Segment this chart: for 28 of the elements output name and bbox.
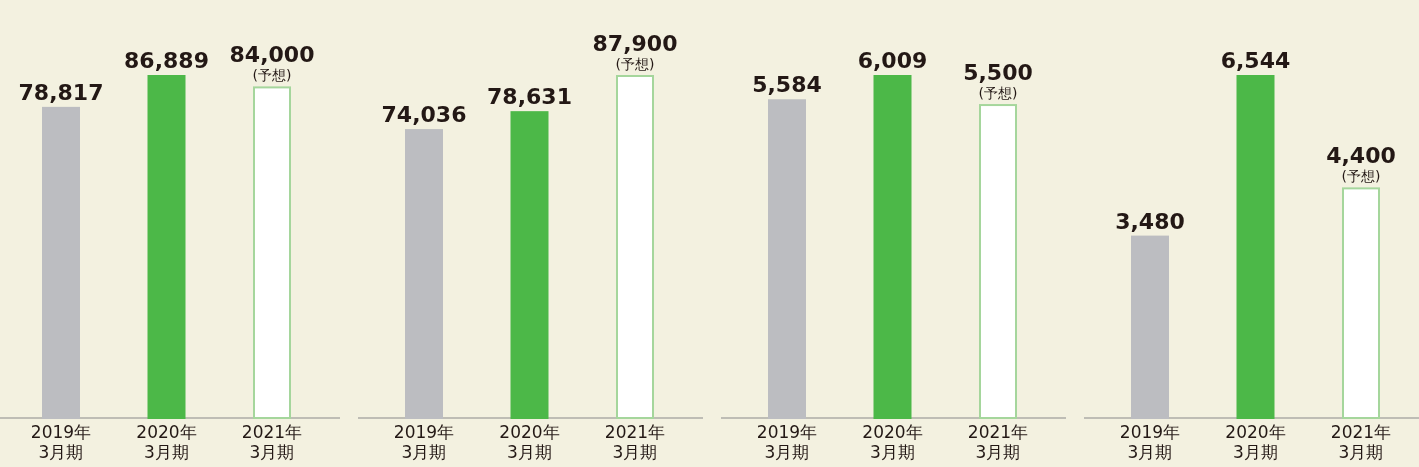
data-label: 3,480 — [1115, 208, 1185, 234]
x-tick-label: 2019年 3月期 — [1119, 422, 1181, 462]
annotation: (予想) — [615, 56, 655, 72]
x-tick-label: 2019年 3月期 — [30, 422, 92, 462]
x-tick-label: 2019年 3月期 — [393, 422, 455, 462]
data-label: 78,631 — [487, 84, 572, 110]
x-tick-label: 2021年 3月期 — [967, 422, 1029, 462]
x-tick-label: 2021年 3月期 — [241, 422, 303, 462]
data-label: 5,500 — [963, 60, 1033, 86]
annotation: (予想) — [252, 67, 292, 84]
x-tick-label: 2021年 3月期 — [1330, 422, 1392, 462]
data-label: 4,400 — [1326, 143, 1396, 169]
x-tick-label: 2019年 3月期 — [756, 422, 818, 462]
annotation: (予想) — [978, 85, 1018, 102]
data-label: 87,900 — [592, 31, 678, 56]
x-tick-label: 2020年 3月期 — [499, 422, 560, 462]
x-tick-label: 2020年 3月期 — [136, 422, 197, 462]
data-label: 5,584 — [752, 72, 822, 98]
data-label: 84,000 — [229, 42, 315, 68]
x-tick-label: 2021年 3月期 — [604, 422, 666, 462]
data-label: 86,889 — [124, 48, 209, 73]
x-tick-label: 2020年 3月期 — [862, 422, 923, 462]
data-label: 6,544 — [1220, 48, 1291, 73]
annotation: (予想) — [1341, 168, 1381, 185]
data-label: 6,009 — [857, 48, 928, 73]
x-tick-label: 2020年 3月期 — [1225, 422, 1286, 462]
data-label: 74,036 — [381, 102, 467, 128]
data-label: 78,817 — [18, 79, 104, 105]
